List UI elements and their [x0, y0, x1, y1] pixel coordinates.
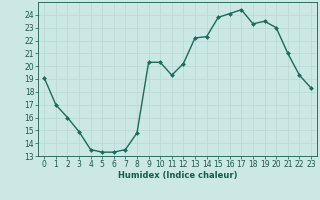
X-axis label: Humidex (Indice chaleur): Humidex (Indice chaleur) — [118, 171, 237, 180]
